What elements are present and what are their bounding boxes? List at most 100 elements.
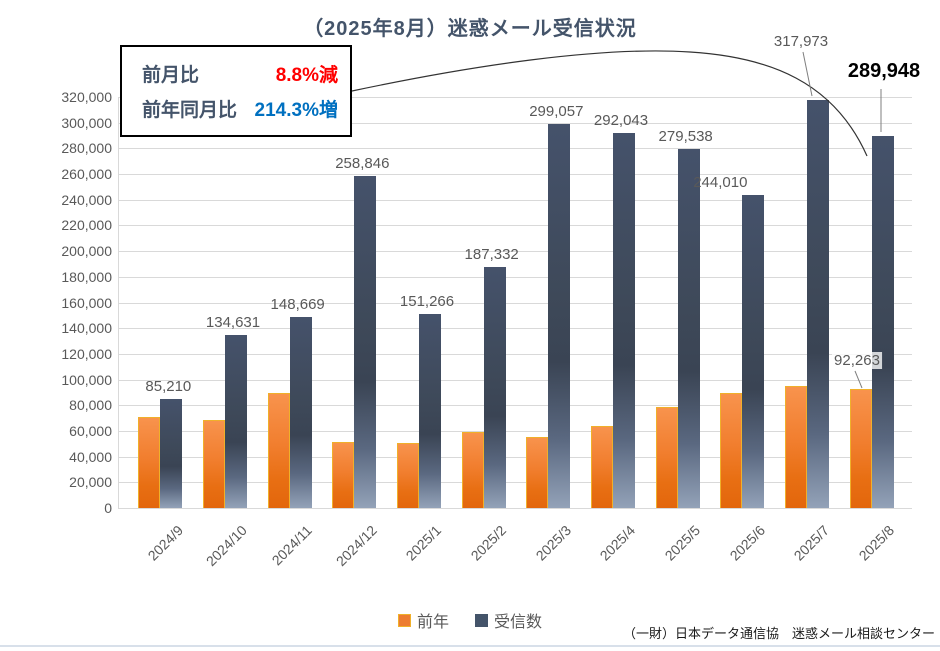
bar-received-count [225,335,247,508]
y-axis-tick-label: 40,000 [69,448,112,465]
bar-previous-year [332,441,355,508]
bottom-accent-strip [0,645,940,647]
bar-previous-year [267,393,290,508]
bar-previous-year [397,443,419,508]
legend-item-previous-year: 前年 [397,608,449,632]
year-over-year-label: 前年同月比 [142,100,238,121]
y-axis-tick-label: 160,000 [61,294,112,311]
y-axis-tick-label: 20,000 [69,474,112,491]
gridline [118,508,912,509]
legend-swatch-navy [475,613,488,627]
value-label-received-count: 258,846 [335,154,390,172]
bar-received-count [483,267,506,508]
bar-previous-year [461,432,484,508]
year-over-year-row: 前年同月比 214.3%増 [134,95,338,122]
bar-received-count [613,132,635,508]
chart-title: （2025年8月）迷惑メール受信状況 [303,18,637,40]
x-axis-label: 2025/2 [467,522,509,564]
value-label-received-count: 85,210 [145,377,192,395]
gridline [118,353,912,355]
x-axis-label: 2025/6 [726,522,768,564]
source-credit: （一財）日本データ通信協 迷惑メール相談センター [622,626,935,641]
bar-received-count [354,175,377,508]
bar-received-count [677,148,700,508]
value-label-previous-year: 92,263 [832,352,882,369]
value-label-received-count: 292,043 [593,111,649,129]
y-axis-tick-label: 300,000 [61,114,112,131]
bar-previous-year [849,389,872,508]
value-label-received-count: 244,010 [693,173,748,191]
y-axis-tick-label: 100,000 [61,371,112,388]
x-axis-label: 2024/10 [203,522,251,570]
bar-received-count [807,99,829,508]
value-label-received-count: 279,538 [658,127,713,145]
y-axis-tick-label: 200,000 [61,243,112,260]
x-axis-label: 2025/5 [661,522,703,564]
y-axis-line [118,97,119,508]
gridline [118,276,912,278]
gridline [118,148,912,150]
y-axis-tick-label: 280,000 [61,140,112,157]
value-label-received-count: 151,266 [399,292,455,310]
x-axis-label: 2024/12 [332,522,380,570]
x-axis-label: 2025/3 [532,522,574,564]
bar-previous-year [138,417,161,508]
y-axis-tick-label: 60,000 [69,422,112,439]
bar-previous-year [785,385,807,508]
bar-previous-year [720,393,743,508]
y-axis-tick-label: 180,000 [61,268,112,285]
bar-received-count [871,135,894,508]
comparison-annotation-box: 前月比 8.8%減 前年同月比 214.3%増 [120,45,352,137]
x-axis-label: 2024/11 [268,522,315,569]
gridline [118,302,912,304]
bar-received-count [160,398,183,508]
x-axis-label: 2025/8 [855,522,897,564]
bar-received-count [742,194,765,508]
y-axis-tick-label: 240,000 [61,191,112,208]
value-label-received-count: 289,948 [847,60,921,82]
month-over-month-value: 8.8%減 [275,65,338,86]
value-label-received-count: 187,332 [464,246,519,264]
x-axis-label: 2024/9 [144,522,186,564]
y-axis-tick-label: 260,000 [61,166,112,183]
bar-previous-year [655,407,678,508]
y-axis-tick-label: 120,000 [61,345,112,362]
month-over-month-label: 前月比 [142,65,200,86]
month-over-month-row: 前月比 8.8%減 [134,60,338,87]
x-axis-label: 2025/7 [790,522,833,564]
year-over-year-value: 214.3%増 [254,100,338,121]
gridline [118,199,912,201]
y-axis-tick-label: 0 [104,500,112,516]
bar-received-count [289,317,312,508]
y-axis-tick-label: 220,000 [61,217,112,234]
bar-received-count [419,313,441,508]
legend: 前年 受信数 [0,608,940,632]
gridline [118,328,912,330]
y-axis-tick-label: 320,000 [61,89,112,105]
gridline [118,482,912,484]
gridline [118,405,912,407]
value-label-received-count: 134,631 [205,314,261,332]
bar-received-count [548,123,571,508]
x-axis-label: 2025/4 [596,522,639,564]
bar-previous-year [591,426,613,508]
gridline [118,456,912,458]
x-axis-label: 2025/1 [402,522,445,564]
y-axis-tick-label: 140,000 [61,320,112,337]
y-axis-tick-label: 80,000 [69,397,112,414]
bar-previous-year [203,420,225,508]
legend-label-received-count: 受信数 [494,614,543,631]
legend-swatch-orange [397,613,411,627]
value-label-received-count: 317,973 [773,33,829,50]
legend-label-previous-year: 前年 [416,614,449,631]
value-label-received-count: 299,057 [529,102,584,120]
gridline [118,379,912,381]
legend-item-received-count: 受信数 [475,608,542,632]
gridline [118,174,912,176]
gridline [118,251,912,253]
gridline [118,430,912,432]
gridline [118,225,912,227]
bar-previous-year [526,436,549,508]
